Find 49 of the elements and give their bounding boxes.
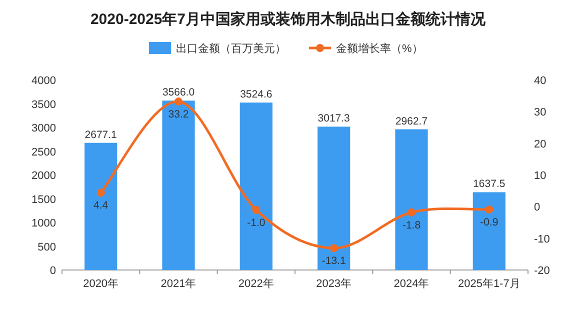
point — [174, 98, 182, 106]
y-tick-label: 3000 — [32, 122, 56, 134]
data-label: 4.4 — [94, 200, 108, 212]
y-tick-label: 4000 — [32, 75, 56, 87]
chart-title: 2020-2025年7月中国家用或装饰用木制品出口金额统计情况 — [90, 10, 487, 28]
bar — [318, 126, 350, 270]
y-tick-label: 3500 — [32, 98, 56, 111]
point — [330, 244, 338, 252]
data-label: -0.9 — [480, 216, 498, 229]
y2-tick-label: 0 — [534, 202, 540, 214]
y2-tick-label: 20 — [534, 138, 546, 150]
x-tick-label: 2022年 — [238, 278, 274, 290]
point — [408, 208, 416, 216]
bar — [84, 142, 118, 270]
x-tick-label: 2023年 — [316, 278, 352, 290]
y-tick-label: 1000 — [32, 218, 56, 230]
x-tick-label: 2021年 — [160, 278, 196, 290]
bar — [472, 192, 506, 270]
data-label: -13.1 — [322, 255, 346, 268]
y-tick-label: 0 — [50, 265, 56, 277]
point — [96, 188, 105, 197]
data-label: 2677.1 — [84, 128, 118, 141]
x-tick-label: 2024年 — [394, 278, 430, 290]
data-label: -1.0 — [247, 216, 266, 229]
y-tick-label: 1500 — [32, 194, 56, 206]
y2-tick-label: 30 — [534, 106, 546, 119]
data-label: 3017.3 — [318, 112, 350, 125]
data-label: 2962.7 — [395, 115, 428, 128]
legend-label: 金额增长率（%） — [336, 42, 423, 55]
y2-tick-label: 10 — [534, 170, 546, 182]
bar — [162, 100, 195, 270]
point — [252, 206, 260, 214]
data-label: 3524.6 — [240, 88, 272, 101]
data-label: -1.8 — [402, 219, 421, 232]
point — [485, 206, 494, 214]
bar — [395, 129, 428, 270]
y-tick-label: 2500 — [32, 146, 56, 158]
x-tick-label: 2020年 — [83, 278, 119, 290]
data-label: 33.2 — [168, 108, 189, 121]
legend-label: 出口金额（百万美元） — [176, 42, 286, 55]
y2-tick-label: 40 — [534, 75, 546, 87]
bar — [240, 102, 272, 270]
x-tick-label: 2025年1-7月 — [458, 278, 520, 290]
y2-tick-label: -10 — [534, 233, 550, 246]
y-tick-label: 2000 — [32, 170, 56, 182]
y-tick-label: 500 — [38, 241, 56, 254]
data-label: 3566.0 — [162, 86, 195, 99]
y2-tick-label: -20 — [534, 265, 550, 277]
data-label: 1637.5 — [473, 178, 506, 190]
